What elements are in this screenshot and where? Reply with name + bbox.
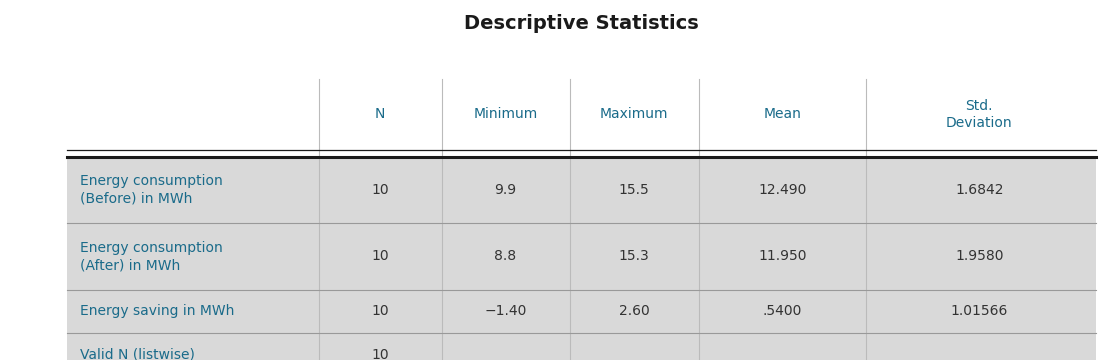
Text: 11.950: 11.950 (758, 249, 807, 264)
Bar (67, 333, 1096, 360)
Text: 8.8: 8.8 (494, 249, 517, 264)
Text: 10: 10 (371, 249, 389, 264)
Text: 10: 10 (371, 348, 389, 360)
Bar (67, 223, 1096, 290)
Bar (67, 290, 1096, 333)
Text: Energy consumption
(After) in MWh: Energy consumption (After) in MWh (80, 240, 224, 273)
Text: Minimum: Minimum (473, 107, 538, 121)
Text: Std.
Deviation: Std. Deviation (946, 99, 1013, 130)
Text: Energy saving in MWh: Energy saving in MWh (80, 305, 235, 318)
Text: −1.40: −1.40 (484, 305, 527, 318)
Text: 2.60: 2.60 (618, 305, 650, 318)
Text: Mean: Mean (764, 107, 802, 121)
Text: 10: 10 (371, 305, 389, 318)
Text: Energy consumption
(Before) in MWh: Energy consumption (Before) in MWh (80, 174, 224, 206)
Text: Valid N (listwise): Valid N (listwise) (80, 348, 196, 360)
Text: 1.01566: 1.01566 (950, 305, 1008, 318)
Bar (67, 157, 1096, 223)
Text: Descriptive Statistics: Descriptive Statistics (464, 14, 699, 33)
Text: 1.6842: 1.6842 (955, 183, 1004, 197)
Text: 9.9: 9.9 (494, 183, 517, 197)
Text: 15.3: 15.3 (618, 249, 650, 264)
Text: Maximum: Maximum (599, 107, 669, 121)
Text: .5400: .5400 (762, 305, 803, 318)
Text: N: N (375, 107, 386, 121)
Text: 10: 10 (371, 183, 389, 197)
Text: 12.490: 12.490 (758, 183, 807, 197)
Text: 1.9580: 1.9580 (955, 249, 1004, 264)
Text: 15.5: 15.5 (618, 183, 650, 197)
